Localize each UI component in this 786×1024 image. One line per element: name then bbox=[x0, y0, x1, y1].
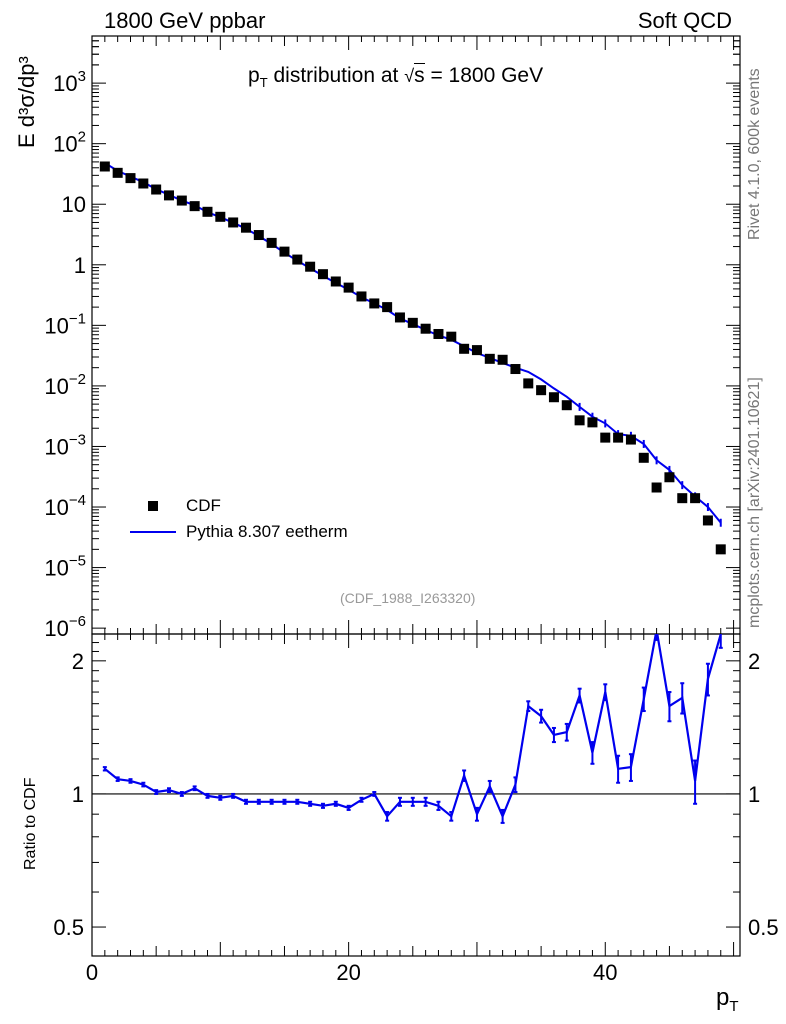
data-point bbox=[471, 345, 482, 356]
data-point bbox=[715, 544, 726, 555]
data-point bbox=[536, 385, 547, 396]
plot-title-sqrt-arg: s bbox=[414, 63, 425, 87]
data-point bbox=[215, 211, 226, 222]
data-point bbox=[240, 222, 251, 233]
ratio-tick-label-left: 1 bbox=[72, 782, 84, 807]
y-tick-label: 10 bbox=[62, 192, 86, 217]
y-tick-label: 103 bbox=[53, 68, 86, 96]
data-point bbox=[548, 392, 559, 403]
data-point bbox=[446, 331, 457, 342]
plot-title-sub: T bbox=[259, 75, 268, 91]
data-point bbox=[176, 195, 187, 206]
data-point bbox=[433, 328, 444, 339]
sqrt-symbol: √ bbox=[404, 66, 415, 86]
data-point bbox=[382, 302, 393, 313]
mcplots-caption: mcplots.cern.ch [arXiv:2401.10621] bbox=[746, 377, 763, 628]
analysis-watermark: (CDF_1988_I263320) bbox=[340, 590, 476, 606]
ratio-tick-label-right: 2 bbox=[748, 649, 760, 674]
data-point bbox=[690, 493, 701, 504]
y-tick-label: 10−6 bbox=[44, 613, 86, 641]
data-point bbox=[664, 472, 675, 483]
ratio-tick-label-right: 0.5 bbox=[748, 915, 779, 940]
header-left-label: 1800 GeV ppbar bbox=[104, 8, 266, 33]
data-point bbox=[420, 323, 431, 334]
y-tick-label: 10−5 bbox=[44, 553, 86, 581]
data-point bbox=[574, 415, 585, 426]
plot-title: pT distribution at √s = 1800 GeV bbox=[248, 63, 544, 91]
data-point bbox=[266, 237, 277, 248]
data-point bbox=[343, 282, 354, 293]
data-point bbox=[394, 312, 405, 323]
data-point bbox=[292, 254, 303, 265]
rivet-caption: Rivet 4.1.0, 600k events bbox=[746, 68, 763, 240]
data-point bbox=[459, 343, 470, 354]
ratio-tick-label-left: 0.5 bbox=[53, 915, 84, 940]
data-point bbox=[407, 317, 418, 328]
data-point bbox=[600, 432, 611, 443]
plot-title-p: p bbox=[248, 64, 260, 87]
y-tick-label: 10−3 bbox=[44, 431, 86, 459]
data-point bbox=[510, 364, 521, 375]
ratio-series-clipped bbox=[102, 634, 723, 824]
data-point bbox=[163, 190, 174, 201]
y-tick-label: 1 bbox=[74, 253, 86, 278]
y-axis-label-ratio: Ratio to CDF bbox=[22, 777, 39, 870]
data-point bbox=[613, 432, 624, 443]
data-point bbox=[151, 184, 162, 195]
legend: CDF Pythia 8.307 eetherm bbox=[130, 494, 390, 550]
data-point bbox=[228, 217, 239, 228]
data-point bbox=[138, 178, 149, 189]
data-point bbox=[279, 246, 290, 257]
y-tick-label: 10−2 bbox=[44, 371, 86, 399]
ratio-tick-label-right: 1 bbox=[748, 782, 760, 807]
legend-mc-line bbox=[130, 531, 176, 533]
data-point bbox=[189, 201, 200, 212]
data-point bbox=[651, 482, 662, 493]
x-tick-label: 40 bbox=[593, 960, 617, 985]
data-point bbox=[253, 230, 264, 241]
x-axis-label: pT bbox=[716, 984, 739, 1015]
y-tick-label: 102 bbox=[53, 129, 86, 157]
mc-prediction-line bbox=[104, 162, 722, 524]
data-point bbox=[638, 452, 649, 463]
data-point bbox=[369, 298, 380, 309]
header-right-label: Soft QCD bbox=[637, 8, 732, 33]
data-point bbox=[330, 276, 341, 287]
data-point bbox=[523, 378, 534, 389]
x-tick-label: 0 bbox=[86, 960, 98, 985]
data-point bbox=[125, 173, 136, 184]
legend-data-marker bbox=[148, 501, 158, 511]
data-point bbox=[484, 353, 495, 364]
y-axis-label-main: E d³σ/dp³ bbox=[14, 56, 39, 148]
ratio-line bbox=[104, 634, 722, 820]
legend-data-label: CDF bbox=[186, 496, 221, 515]
data-point bbox=[305, 261, 316, 272]
data-point bbox=[112, 167, 123, 178]
data-point bbox=[99, 161, 110, 172]
data-point bbox=[317, 269, 328, 280]
y-tick-label: 10−4 bbox=[44, 492, 86, 520]
x-tick-label: 20 bbox=[336, 960, 360, 985]
ratio-plot-frame bbox=[91, 633, 741, 957]
legend-mc-label: Pythia 8.307 eetherm bbox=[186, 522, 348, 541]
data-point bbox=[677, 493, 688, 504]
ratio-tick-label-left: 2 bbox=[72, 649, 84, 674]
data-point bbox=[587, 417, 598, 428]
data-point bbox=[497, 354, 508, 365]
data-point bbox=[356, 291, 367, 302]
y-tick-label: 10−1 bbox=[44, 310, 86, 338]
data-point bbox=[202, 206, 213, 217]
data-point bbox=[702, 515, 713, 526]
plot-title-rest-a: distribution at bbox=[267, 64, 405, 87]
data-point bbox=[561, 400, 572, 411]
plot-title-rest-b: = 1800 GeV bbox=[424, 64, 544, 87]
data-point bbox=[625, 434, 636, 445]
